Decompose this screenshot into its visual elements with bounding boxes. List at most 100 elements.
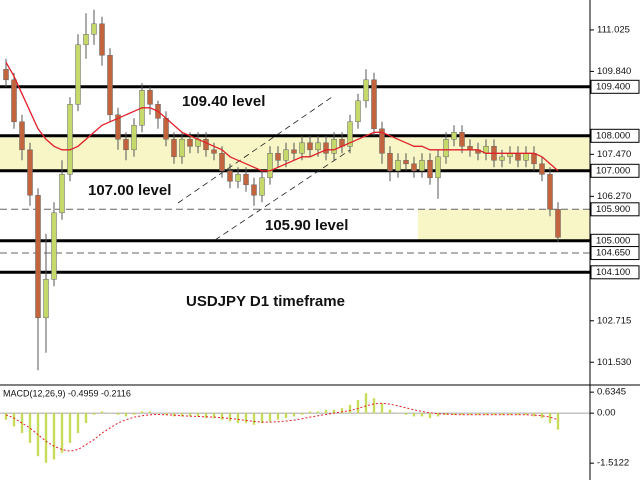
macd-bar (236, 413, 240, 424)
candle-body (203, 139, 209, 151)
candle-body (75, 44, 81, 105)
macd-bar (196, 413, 200, 417)
candle-body (459, 132, 465, 147)
candle-body (59, 174, 65, 214)
candle-body (107, 55, 113, 116)
candle-body (539, 163, 545, 175)
candle-body (67, 104, 73, 175)
candles (3, 9, 561, 371)
annotation: 105.90 level (265, 217, 348, 234)
candle-body (299, 142, 305, 154)
level-tag (590, 202, 640, 217)
macd-bar (4, 413, 8, 420)
macd-bar (260, 413, 264, 424)
zone (418, 209, 590, 241)
macd-bar (140, 411, 144, 414)
macd-bar (124, 413, 128, 417)
macd-bar (252, 413, 256, 425)
annotation: 109.40 level (182, 93, 265, 110)
level-tag (590, 265, 640, 280)
macd-bar (268, 413, 272, 422)
macd-bar (532, 413, 536, 417)
macd-bar (172, 413, 176, 417)
candle-body (435, 156, 441, 179)
level-label: 104.650 (596, 248, 630, 259)
candle-body (547, 174, 553, 210)
macd-bar (452, 413, 456, 415)
macd-panel: 0.6345 0.00 -1.5122 (0, 387, 629, 469)
candle-body (163, 118, 169, 140)
candle-body (419, 160, 425, 172)
macd-bar (92, 413, 96, 415)
candle-body (19, 121, 25, 151)
level-tag (590, 163, 640, 178)
candle-body (179, 139, 185, 158)
macd-bar (404, 413, 408, 415)
macd-bar (348, 404, 352, 414)
macd-bar (44, 413, 48, 463)
candle-body (347, 121, 353, 147)
candle-body (315, 142, 321, 151)
macd-bar (284, 413, 288, 419)
macd-bar (68, 413, 72, 443)
macd-bar (316, 411, 320, 414)
y-tick-label: 111.025 (597, 24, 630, 35)
level-tag (590, 128, 640, 143)
candle-body (523, 153, 529, 161)
macd-tick-label: 0.00 (597, 408, 616, 419)
macd-bar (116, 413, 120, 415)
candle-body (219, 153, 225, 172)
candle-body (27, 149, 33, 196)
level-label: 107.000 (596, 165, 630, 176)
candle-body (331, 139, 337, 154)
macd-bar (84, 413, 88, 424)
macd-bar (148, 411, 152, 414)
candle-body (443, 139, 449, 158)
candle-body (91, 23, 97, 35)
trend-line (177, 96, 333, 204)
candle-body (451, 132, 457, 140)
candle-body (43, 279, 49, 319)
macd-bar (428, 413, 432, 419)
macd-bar (12, 413, 16, 427)
macd-bar (476, 413, 480, 415)
macd-bar (556, 413, 560, 430)
macd-bar (180, 413, 184, 417)
candle-body (515, 153, 521, 161)
moving-average (5, 61, 559, 172)
levels (0, 85, 590, 274)
macd-bar (500, 413, 504, 415)
macd-bar (308, 411, 312, 414)
macd-bar (300, 413, 304, 415)
candle-body (259, 177, 265, 196)
macd-bar (20, 413, 24, 433)
candle-body (83, 34, 89, 46)
candle-body (275, 153, 281, 161)
candle-body (555, 209, 561, 238)
macd-bar (132, 413, 136, 415)
macd-bar (108, 413, 112, 414)
level-label: 105.900 (596, 204, 630, 215)
macd-bar (364, 393, 368, 414)
y-tick-label: 102.715 (597, 315, 631, 326)
macd-bar (228, 413, 232, 422)
candle-body (355, 100, 361, 123)
macd-bar (100, 411, 104, 414)
macd-bar (484, 413, 488, 415)
macd-bar (380, 403, 384, 414)
candle-body (123, 139, 129, 151)
macd-bar (340, 408, 344, 414)
candle-body (171, 139, 177, 158)
macd-bar (212, 413, 216, 419)
macd-tick-label: -1.5122 (597, 458, 629, 469)
price-axis: 111.025 109.840 107.470 106.270 102.715 101.5… (590, 24, 640, 368)
macd-bar (60, 413, 64, 453)
macd-bar (164, 413, 168, 415)
macd-bar (468, 413, 472, 415)
macd-bar (276, 413, 280, 420)
macd-bar (524, 413, 528, 415)
candle-body (363, 79, 369, 102)
level-label: 109.400 (596, 81, 630, 92)
candle-body (267, 153, 273, 179)
candle-body (283, 149, 289, 161)
